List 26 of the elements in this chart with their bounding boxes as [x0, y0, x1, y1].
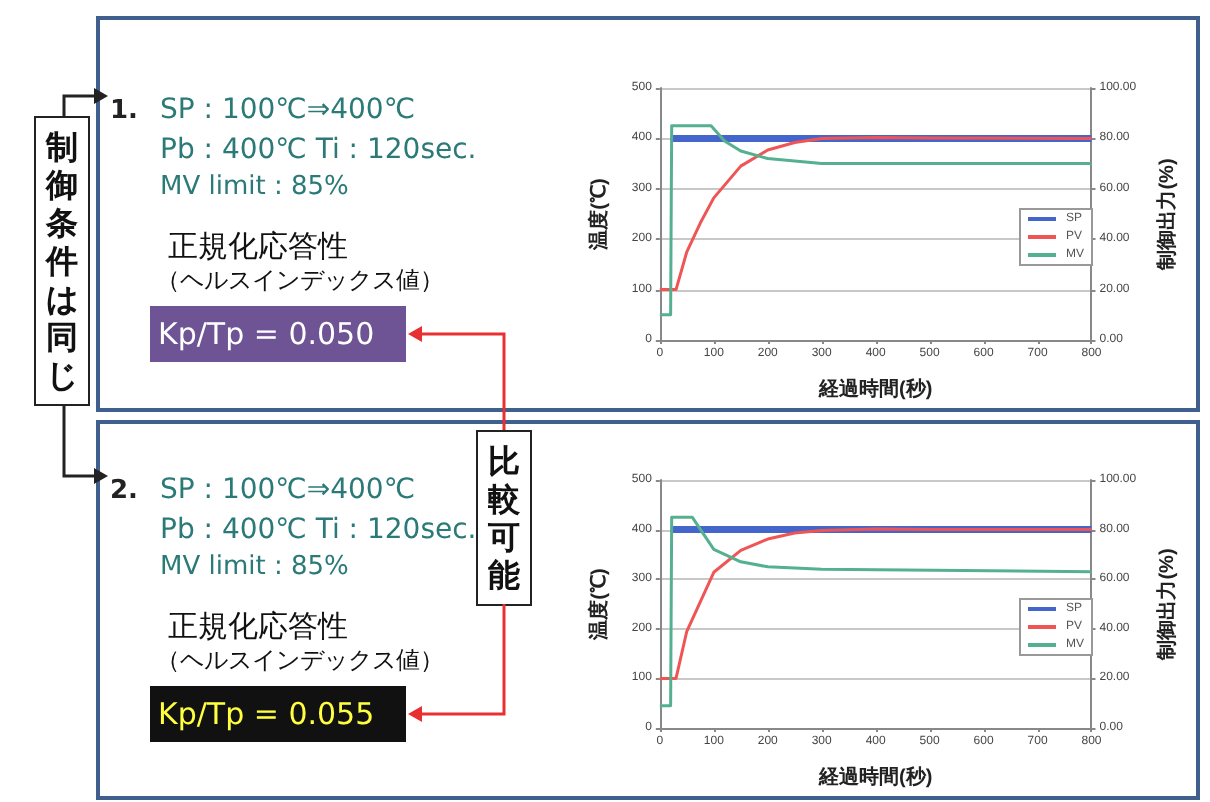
- x-axis-title: 経過時間(秒): [816, 765, 933, 789]
- text: 比較可能: [476, 430, 532, 606]
- text: Kp/Tp = 0.055: [150, 686, 406, 742]
- text: SP : 100℃⇒400℃: [160, 94, 416, 126]
- y2-axis-title: 制御出力(%): [1155, 548, 1179, 662]
- line-series: [658, 527, 1093, 680]
- text: Kp/Tp = 0.050: [150, 306, 406, 362]
- text: SP : 100℃⇒400℃: [160, 474, 416, 506]
- text: Pb : 400℃ Ti : 120sec.: [160, 514, 477, 546]
- y2-axis-title: 制御出力(%): [1155, 158, 1179, 272]
- text: 正規化応答性: [168, 608, 348, 646]
- text: 2.: [110, 476, 138, 506]
- text: MV limit : 85%: [160, 552, 349, 582]
- line-series: [658, 124, 1093, 317]
- line-series: [658, 135, 1093, 292]
- line-series: [658, 515, 1093, 708]
- text: Pb : 400℃ Ti : 120sec.: [160, 134, 477, 166]
- text: 正規化応答性: [168, 228, 348, 266]
- y-axis-title: 温度(℃): [587, 178, 611, 252]
- y-axis-title: 温度(℃): [587, 568, 611, 642]
- text: 1.: [110, 96, 138, 126]
- text: 制御条件は同じ: [34, 116, 90, 406]
- text: MV limit : 85%: [160, 172, 349, 202]
- x-axis-title: 経過時間(秒): [816, 377, 933, 401]
- text: （ヘルスインデックス値）: [156, 644, 444, 678]
- text: （ヘルスインデックス値）: [156, 264, 444, 298]
